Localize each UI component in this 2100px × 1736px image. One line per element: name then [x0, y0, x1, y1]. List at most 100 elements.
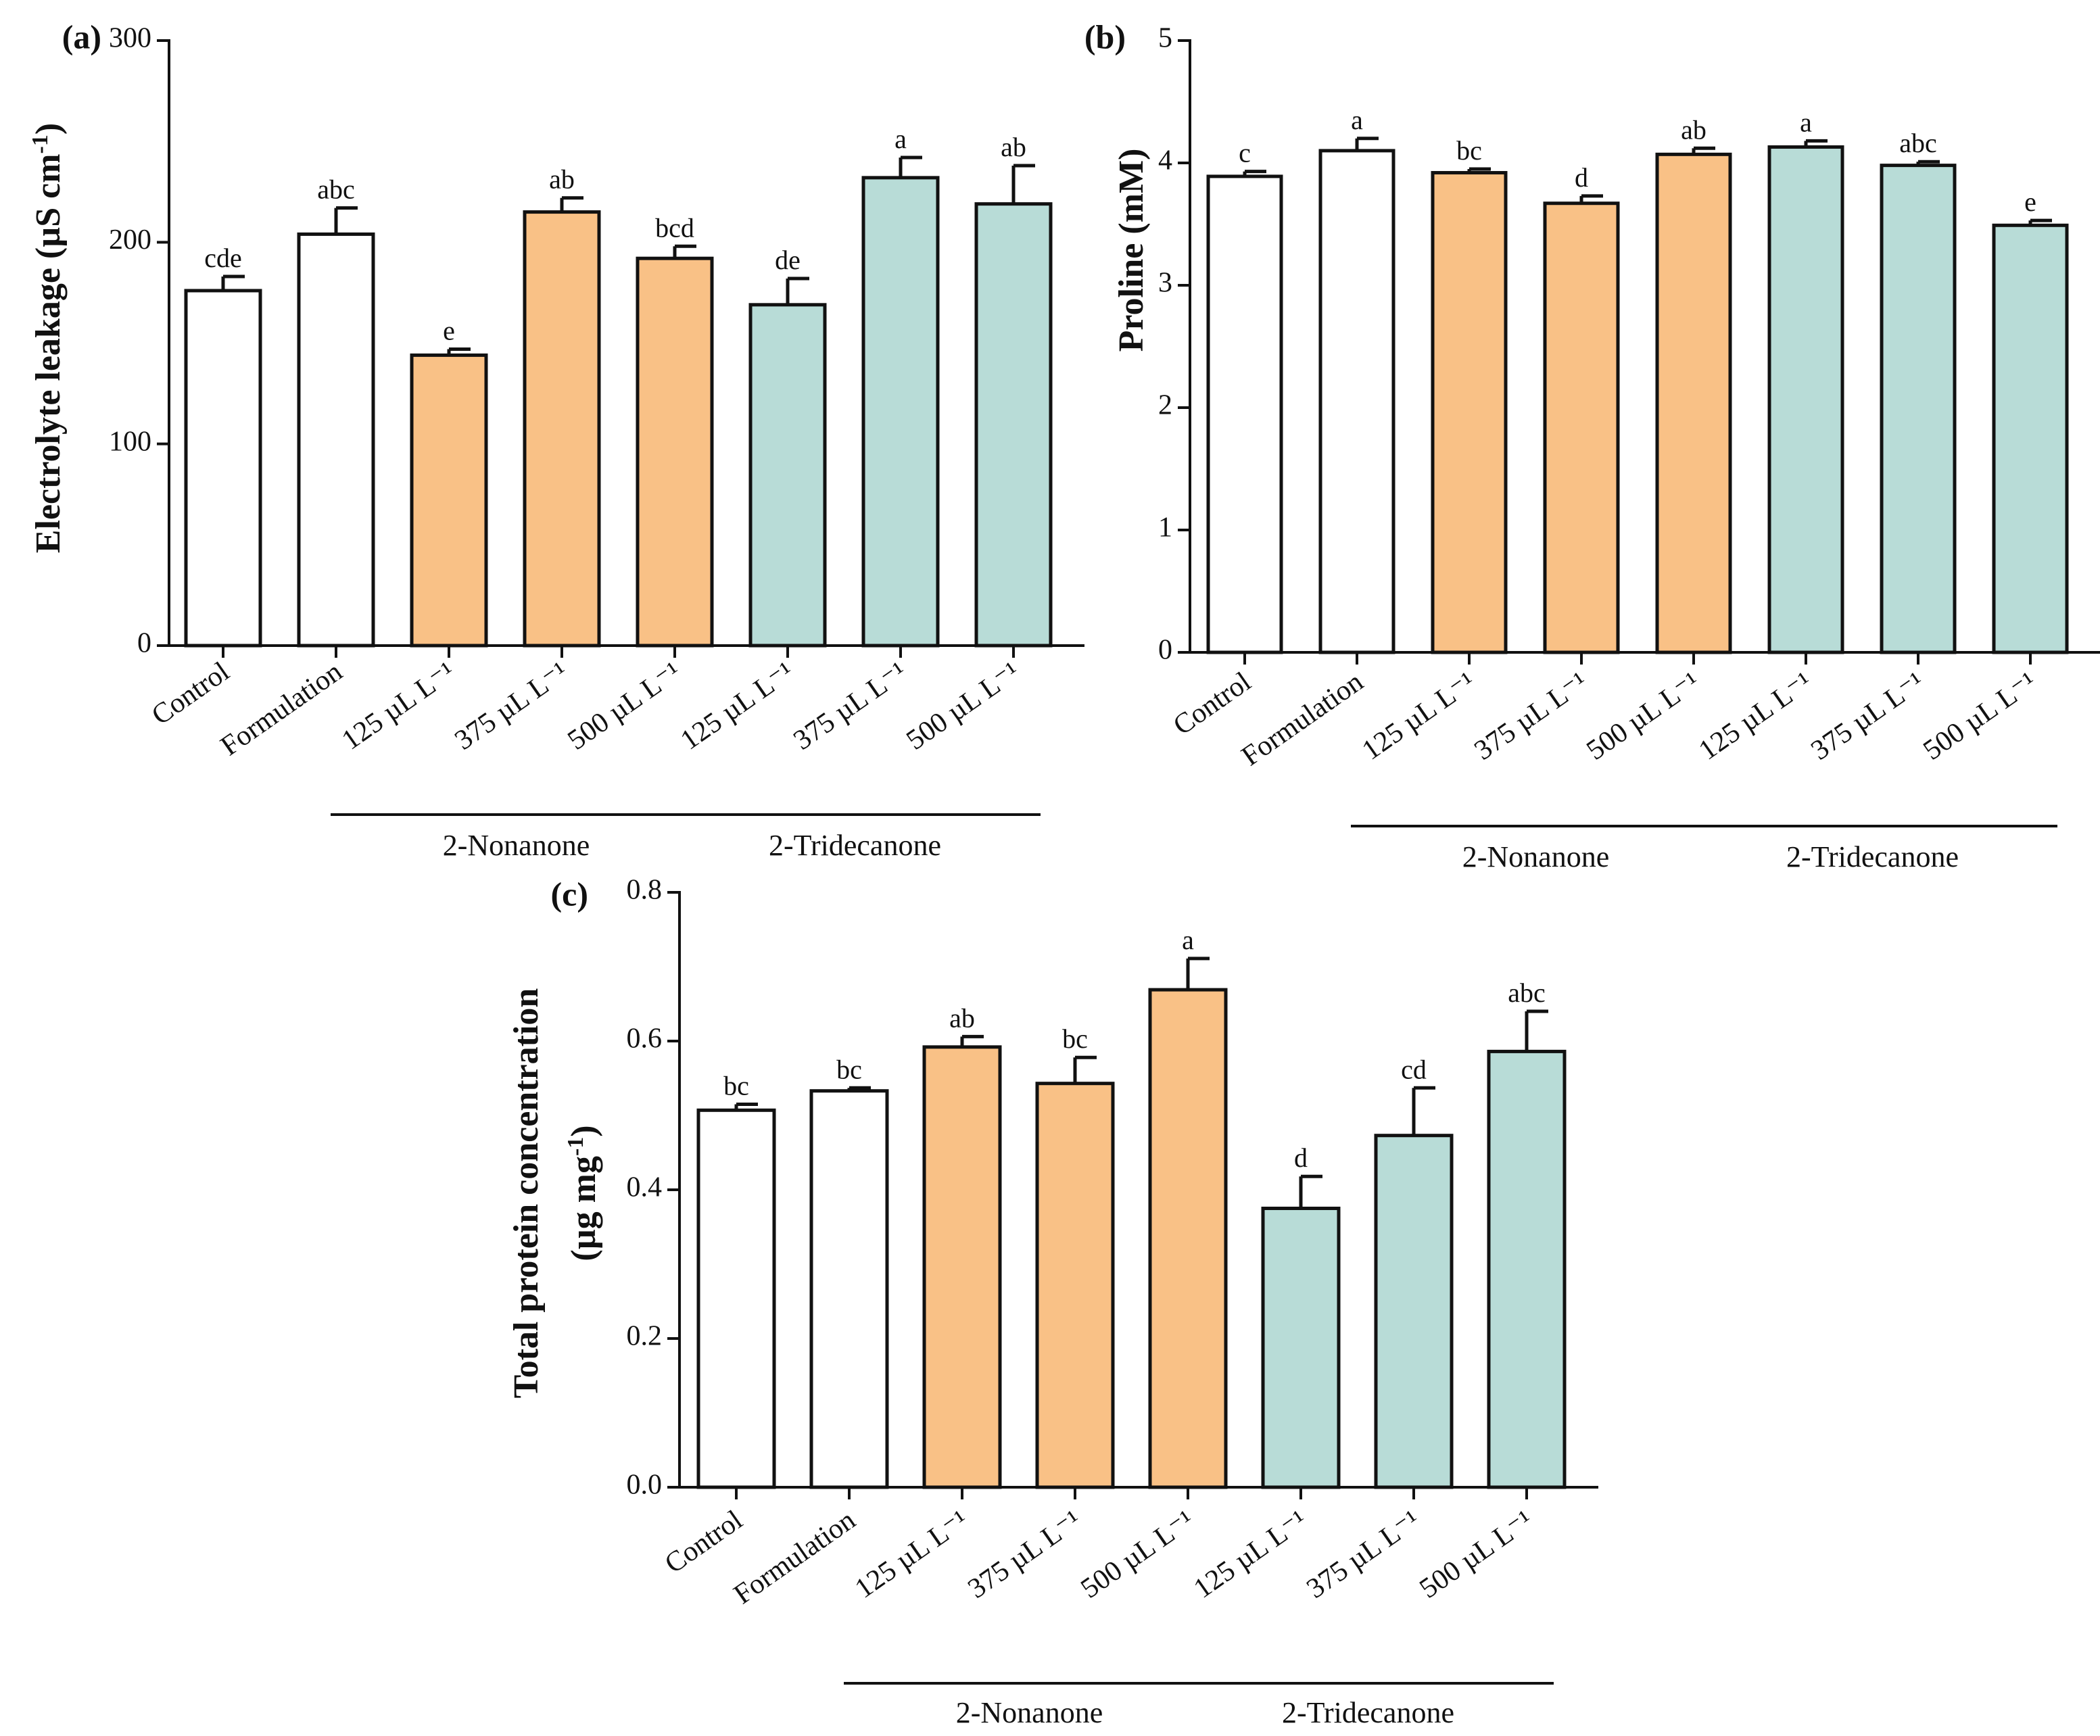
category-label: 375 µL L⁻¹	[962, 1505, 1087, 1605]
category-label: 125 µL L⁻¹	[849, 1505, 974, 1605]
category-label: 500 µL L⁻¹	[901, 656, 1025, 756]
y-tick-label: 1	[1158, 512, 1172, 544]
significance-letter: a	[1800, 107, 1812, 137]
category-label: Formulation	[215, 656, 348, 763]
significance-letter: cd	[1401, 1054, 1427, 1084]
significance-letter: d	[1575, 162, 1588, 193]
significance-letter: de	[775, 245, 801, 275]
bar	[1148, 988, 1228, 1489]
bar	[297, 232, 375, 648]
significance-letter: abc	[317, 174, 355, 205]
panel-label: (b)	[1084, 18, 1126, 55]
y-tick-label: 100	[109, 426, 151, 457]
significance-letter: abc	[1899, 128, 1937, 158]
significance-letter: c	[1239, 138, 1251, 168]
category-label: Control	[146, 656, 235, 731]
y-tick-label: 0.0	[627, 1470, 663, 1501]
bar	[184, 289, 262, 648]
y-tick-label: 5	[1158, 23, 1172, 54]
bar	[1655, 152, 1732, 654]
y-axis-title-text: Proline (mM)	[1112, 149, 1151, 352]
y-tick-label: 0	[1158, 635, 1172, 666]
y-tick-label: 0.6	[627, 1023, 663, 1055]
category-label: 125 µL L⁻¹	[1356, 667, 1481, 767]
category-label: 375 µL L⁻¹	[1805, 667, 1930, 767]
category-label: 375 µL L⁻¹	[1469, 667, 1593, 767]
bar	[636, 256, 714, 648]
bar	[1487, 1049, 1567, 1489]
category-label: 375 µL L⁻¹	[449, 656, 573, 756]
group-label: 2-Nonanone	[956, 1696, 1103, 1729]
bar	[1318, 149, 1395, 654]
y-axis-unit-text: (µg mg	[565, 1156, 603, 1261]
bar	[1206, 174, 1283, 654]
category-label: 125 µL L⁻¹	[1188, 1505, 1312, 1605]
y-tick-label: 0.8	[627, 875, 663, 906]
y-axis-unit-close: )	[565, 1125, 603, 1136]
bar	[1431, 170, 1508, 654]
significance-letter: ab	[549, 164, 575, 195]
bar	[748, 303, 827, 648]
category-label: 500 µL L⁻¹	[1414, 1505, 1538, 1605]
bar	[1543, 201, 1620, 654]
y-axis-title-superscript: -1	[28, 135, 53, 153]
bar	[1261, 1207, 1341, 1489]
significance-letter: bc	[723, 1071, 749, 1101]
bar	[1374, 1134, 1454, 1489]
y-axis-title: Total protein concentration	[507, 988, 546, 1399]
panel-c-total-protein: (c) Total protein concentration (µg mg-1) 0…	[507, 875, 1598, 1729]
category-label: Control	[1168, 667, 1257, 742]
significance-letter: bc	[1456, 135, 1482, 166]
significance-letter: a	[1182, 925, 1194, 955]
panel-b-proline: (b) Proline (mM) 0 1 2 3 4 5 c Control a Formulatio…	[1084, 18, 2100, 873]
bar	[1035, 1082, 1115, 1489]
bar	[410, 353, 488, 648]
y-tick-label: 0.2	[627, 1321, 663, 1352]
y-tick-label: 2	[1158, 390, 1172, 421]
category-label: Formulation	[1236, 667, 1368, 773]
category-label: 375 µL L⁻¹	[788, 656, 912, 756]
group-label: 2-Nonanone	[443, 829, 590, 862]
category-label: 125 µL L⁻¹	[336, 656, 460, 756]
y-tick-label: 4	[1158, 145, 1172, 176]
bar	[523, 210, 601, 648]
group-label: 2-Tridecanone	[1786, 840, 1959, 873]
category-label: 125 µL L⁻¹	[1693, 667, 1817, 767]
significance-letter: a	[894, 124, 907, 154]
category-label: 375 µL L⁻¹	[1301, 1505, 1425, 1605]
panel-a-electrolyte-leakage: (a) Electrolyte leakage (µS cm-1) 0 100 200 3…	[28, 18, 1084, 862]
group-label: 2-Tridecanone	[769, 829, 941, 862]
bar	[696, 1108, 776, 1489]
y-axis-unit-superscript: -1	[563, 1137, 588, 1156]
bar	[861, 176, 940, 648]
significance-letter: e	[443, 315, 455, 345]
y-tick-label: 200	[109, 224, 151, 256]
category-label: Control	[659, 1505, 748, 1580]
significance-letter: e	[2024, 187, 2036, 217]
group-label: 2-Nonanone	[1462, 840, 1610, 873]
significance-letter: ab	[1681, 114, 1707, 145]
panel-label: (c)	[551, 875, 589, 913]
bar	[809, 1089, 889, 1489]
y-axis-title-text: Electrolyte leakage (µS cm	[29, 153, 68, 553]
significance-letter: cde	[204, 243, 242, 273]
bar	[1992, 223, 2069, 654]
y-axis-title-close: )	[29, 123, 68, 135]
category-label: 500 µL L⁻¹	[1917, 667, 2042, 767]
bar	[1767, 145, 1844, 654]
significance-letter: bc	[836, 1054, 862, 1084]
category-label: Formulation	[728, 1505, 861, 1611]
significance-letter: ab	[949, 1003, 975, 1033]
y-tick-label: 300	[109, 23, 151, 54]
bar	[974, 202, 1053, 648]
panel-label: (a)	[62, 18, 101, 55]
bar	[1880, 164, 1957, 654]
y-tick-label: 0	[137, 628, 151, 659]
y-axis-unit: (µg mg-1)	[563, 1125, 603, 1261]
y-axis-title: Electrolyte leakage (µS cm-1)	[28, 123, 68, 553]
group-label: 2-Tridecanone	[1282, 1696, 1454, 1729]
y-axis-title: Proline (mM)	[1112, 149, 1151, 352]
y-tick-label: 0.4	[627, 1172, 663, 1203]
significance-letter: a	[1351, 105, 1363, 135]
